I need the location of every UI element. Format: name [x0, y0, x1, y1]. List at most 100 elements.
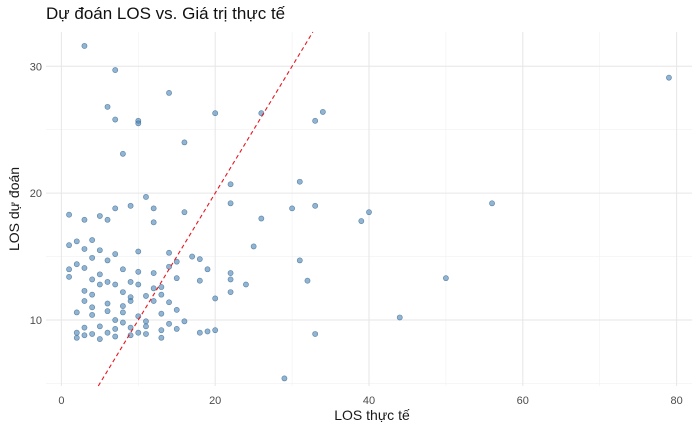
data-point: [150, 205, 157, 212]
data-point: [66, 266, 72, 273]
data-point: [127, 324, 134, 331]
data-point: [73, 238, 80, 245]
data-point: [120, 303, 126, 309]
data-point: [81, 246, 88, 252]
data-point: [227, 270, 234, 276]
data-point: [181, 318, 188, 325]
data-point: [89, 291, 96, 298]
data-point: [81, 265, 88, 271]
data-point: [127, 202, 134, 209]
x-tick-label: 80: [670, 395, 682, 407]
data-point: [312, 117, 319, 124]
data-point: [112, 251, 119, 257]
x-tick-labels: 0 20 40 60 80: [58, 395, 682, 407]
data-point: [196, 256, 203, 263]
data-point: [212, 327, 219, 334]
data-point: [135, 329, 142, 336]
data-point: [89, 304, 96, 311]
data-point: [196, 277, 203, 284]
data-point: [204, 266, 211, 273]
data-point: [112, 326, 119, 332]
data-point: [120, 289, 126, 296]
data-point: [112, 333, 119, 340]
data-point: [158, 310, 165, 317]
data-point: [173, 258, 180, 265]
data-point: [104, 300, 111, 307]
data-point: [112, 317, 119, 323]
data-point: [135, 268, 142, 275]
data-point: [81, 298, 88, 304]
data-point: [143, 194, 149, 200]
data-point: [89, 254, 96, 261]
data-point: [89, 237, 96, 243]
data-point: [366, 209, 372, 216]
data-points: [66, 43, 672, 382]
data-point: [104, 257, 111, 264]
data-point: [81, 287, 88, 294]
data-point: [81, 324, 88, 331]
data-point: [158, 334, 165, 341]
data-point: [227, 181, 234, 188]
data-point: [81, 43, 88, 49]
data-point: [127, 298, 134, 304]
x-tick-label: 0: [58, 395, 64, 407]
data-point: [258, 215, 265, 222]
data-point: [166, 249, 172, 256]
data-point: [166, 320, 172, 327]
data-point: [296, 178, 303, 185]
y-axis-title: LOS dự đoán: [6, 167, 22, 251]
data-point: [666, 74, 672, 81]
data-point: [158, 291, 165, 298]
data-point: [243, 281, 249, 288]
data-point: [173, 306, 180, 313]
y-tick-label: 10: [30, 315, 42, 327]
data-point: [227, 276, 234, 283]
data-point: [212, 295, 219, 302]
x-tick-label: 40: [363, 395, 375, 407]
data-point: [150, 298, 157, 304]
data-point: [204, 328, 211, 335]
data-point: [227, 289, 234, 296]
data-point: [89, 276, 96, 283]
data-point: [281, 375, 288, 382]
data-point: [127, 279, 134, 285]
data-point: [73, 261, 80, 268]
data-point: [489, 200, 495, 207]
data-point: [158, 327, 165, 334]
data-point: [150, 219, 157, 226]
data-point: [150, 285, 157, 292]
data-point: [158, 284, 165, 290]
data-point: [312, 331, 319, 337]
data-point: [143, 323, 149, 330]
data-point: [120, 309, 126, 316]
data-point: [104, 329, 111, 336]
data-point: [73, 334, 80, 341]
data-point: [96, 281, 103, 288]
y-tick-label: 30: [30, 61, 42, 73]
data-point: [319, 109, 326, 115]
x-tick-label: 20: [209, 395, 221, 407]
data-point: [181, 139, 188, 146]
data-point: [396, 314, 403, 321]
data-point: [81, 216, 88, 223]
data-point: [227, 200, 234, 207]
data-point: [66, 211, 72, 218]
x-axis-title: LOS thực tế: [334, 407, 410, 423]
data-point: [143, 293, 149, 299]
data-point: [135, 248, 142, 255]
data-point: [189, 253, 196, 260]
data-point: [120, 150, 126, 157]
data-point: [443, 275, 449, 282]
data-point: [96, 247, 103, 254]
data-point: [96, 271, 103, 278]
data-point: [127, 332, 134, 339]
x-tick-label: 60: [517, 395, 529, 407]
data-point: [120, 319, 126, 326]
data-point: [66, 273, 72, 280]
data-point: [112, 67, 119, 73]
data-point: [166, 299, 172, 306]
data-point: [135, 281, 142, 288]
data-point: [358, 218, 365, 224]
data-point: [96, 213, 103, 219]
